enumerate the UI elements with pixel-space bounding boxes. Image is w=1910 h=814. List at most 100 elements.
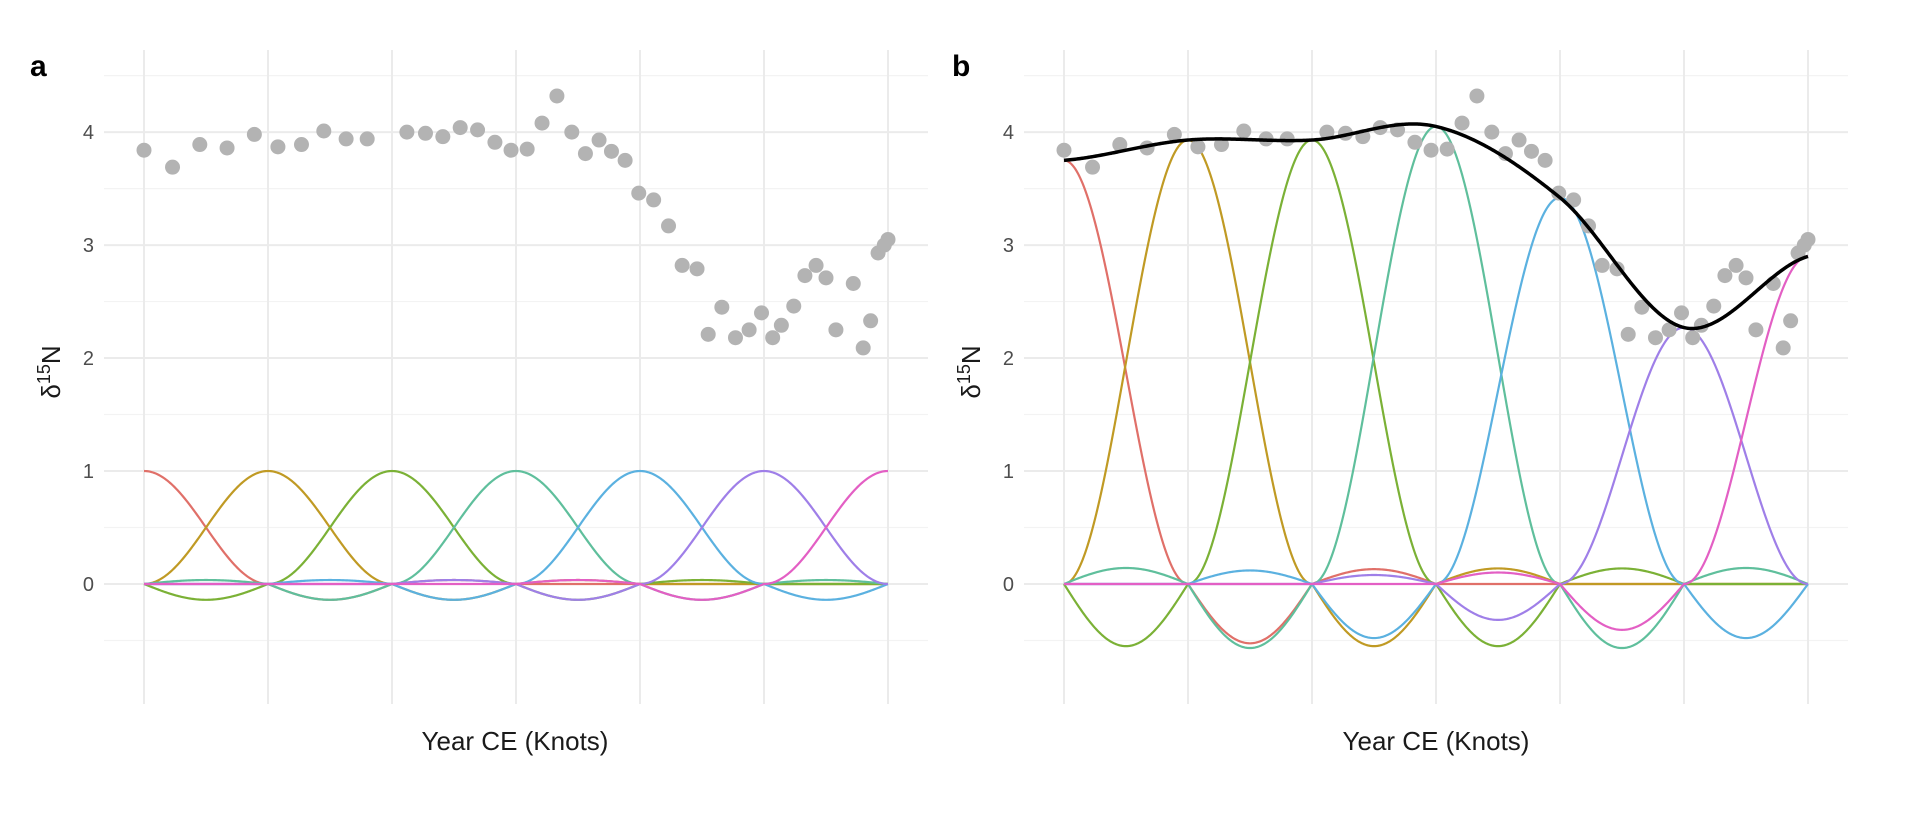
data-point	[1423, 142, 1439, 158]
y-tick-label: 0	[1003, 574, 1014, 596]
data-point	[773, 317, 789, 333]
y-axis-title: δ15N	[954, 345, 986, 398]
data-point	[1783, 313, 1799, 329]
data-point	[714, 299, 730, 315]
data-point	[786, 298, 802, 314]
data-point	[577, 146, 593, 162]
data-point	[1706, 298, 1722, 314]
data-point	[828, 322, 844, 338]
data-point	[700, 326, 716, 342]
data-point	[417, 125, 433, 141]
y-axis-title: δ15N	[34, 345, 66, 398]
data-point	[1439, 141, 1455, 157]
data-point	[603, 143, 619, 159]
data-point	[1647, 330, 1663, 346]
data-point	[1537, 152, 1553, 168]
data-point	[765, 330, 781, 346]
x-axis-title: Year CE (Knots)	[422, 726, 609, 756]
data-point	[519, 141, 535, 157]
data-point	[549, 88, 565, 104]
data-point	[1661, 322, 1677, 338]
basis-line-7	[1064, 255, 1809, 631]
data-point	[863, 313, 879, 329]
data-point	[1775, 340, 1791, 356]
data-point	[1319, 124, 1335, 140]
data-point	[452, 120, 468, 136]
data-point	[564, 124, 580, 140]
panel-letter: a	[30, 50, 47, 83]
data-point	[399, 124, 415, 140]
data-point	[646, 192, 662, 208]
data-point	[435, 129, 451, 145]
data-point	[1166, 126, 1182, 142]
data-point	[1454, 115, 1470, 131]
data-point	[165, 159, 181, 175]
panel-letter: b	[952, 50, 970, 83]
data-point	[136, 142, 152, 158]
data-point	[270, 139, 286, 155]
data-point	[845, 276, 861, 291]
y-tick-label: 3	[1003, 235, 1014, 257]
data-point	[1056, 142, 1072, 158]
data-point	[754, 305, 770, 321]
data-point	[316, 123, 332, 139]
data-point	[1800, 231, 1816, 247]
data-point	[818, 270, 834, 286]
data-point	[1620, 326, 1636, 342]
data-point	[1634, 299, 1650, 315]
data-point	[631, 185, 647, 201]
data-point	[855, 340, 871, 356]
data-point	[1236, 123, 1252, 139]
data-point	[1728, 257, 1744, 273]
data-point	[1551, 185, 1567, 201]
data-point	[689, 261, 705, 277]
data-point	[1685, 330, 1701, 346]
data-point	[1674, 305, 1690, 321]
y-tick-label: 0	[83, 574, 94, 596]
data-point	[617, 152, 633, 168]
y-tick-label: 4	[1003, 122, 1014, 144]
basis-line-7	[144, 469, 889, 601]
data-point	[661, 218, 677, 234]
y-tick-label: 2	[83, 348, 94, 370]
data-point	[1213, 137, 1229, 153]
data-point	[1469, 88, 1485, 104]
data-point	[1738, 270, 1754, 286]
data-point	[1594, 257, 1610, 273]
data-point	[727, 330, 743, 346]
data-point	[470, 122, 486, 138]
data-point	[1085, 159, 1101, 175]
y-tick-label: 1	[1003, 461, 1014, 483]
data-point	[1717, 268, 1733, 284]
data-point	[1190, 139, 1206, 155]
data-point	[1407, 134, 1423, 150]
data-point	[359, 131, 375, 147]
data-point	[1566, 192, 1582, 208]
fit-line	[1063, 122, 1809, 331]
data-point	[741, 322, 757, 338]
data-point	[1484, 124, 1500, 140]
data-point	[797, 268, 813, 284]
data-point	[591, 132, 607, 148]
y-tick-label: 1	[83, 461, 94, 483]
data-point	[338, 131, 354, 147]
y-tick-label: 4	[83, 122, 94, 144]
data-point	[1112, 137, 1128, 153]
data-point	[1523, 143, 1539, 159]
data-point	[192, 137, 208, 153]
x-axis-title: Year CE (Knots)	[1343, 726, 1530, 756]
data-point	[1511, 132, 1527, 148]
data-point	[1748, 322, 1764, 338]
data-point	[880, 231, 896, 247]
y-tick-label: 3	[83, 235, 94, 257]
data-point	[674, 257, 690, 273]
data-point	[534, 115, 550, 131]
data-point	[808, 257, 824, 273]
data-point	[293, 137, 309, 153]
data-point	[246, 126, 262, 142]
data-point	[503, 142, 519, 158]
data-point	[219, 140, 235, 156]
y-tick-label: 2	[1003, 348, 1014, 370]
